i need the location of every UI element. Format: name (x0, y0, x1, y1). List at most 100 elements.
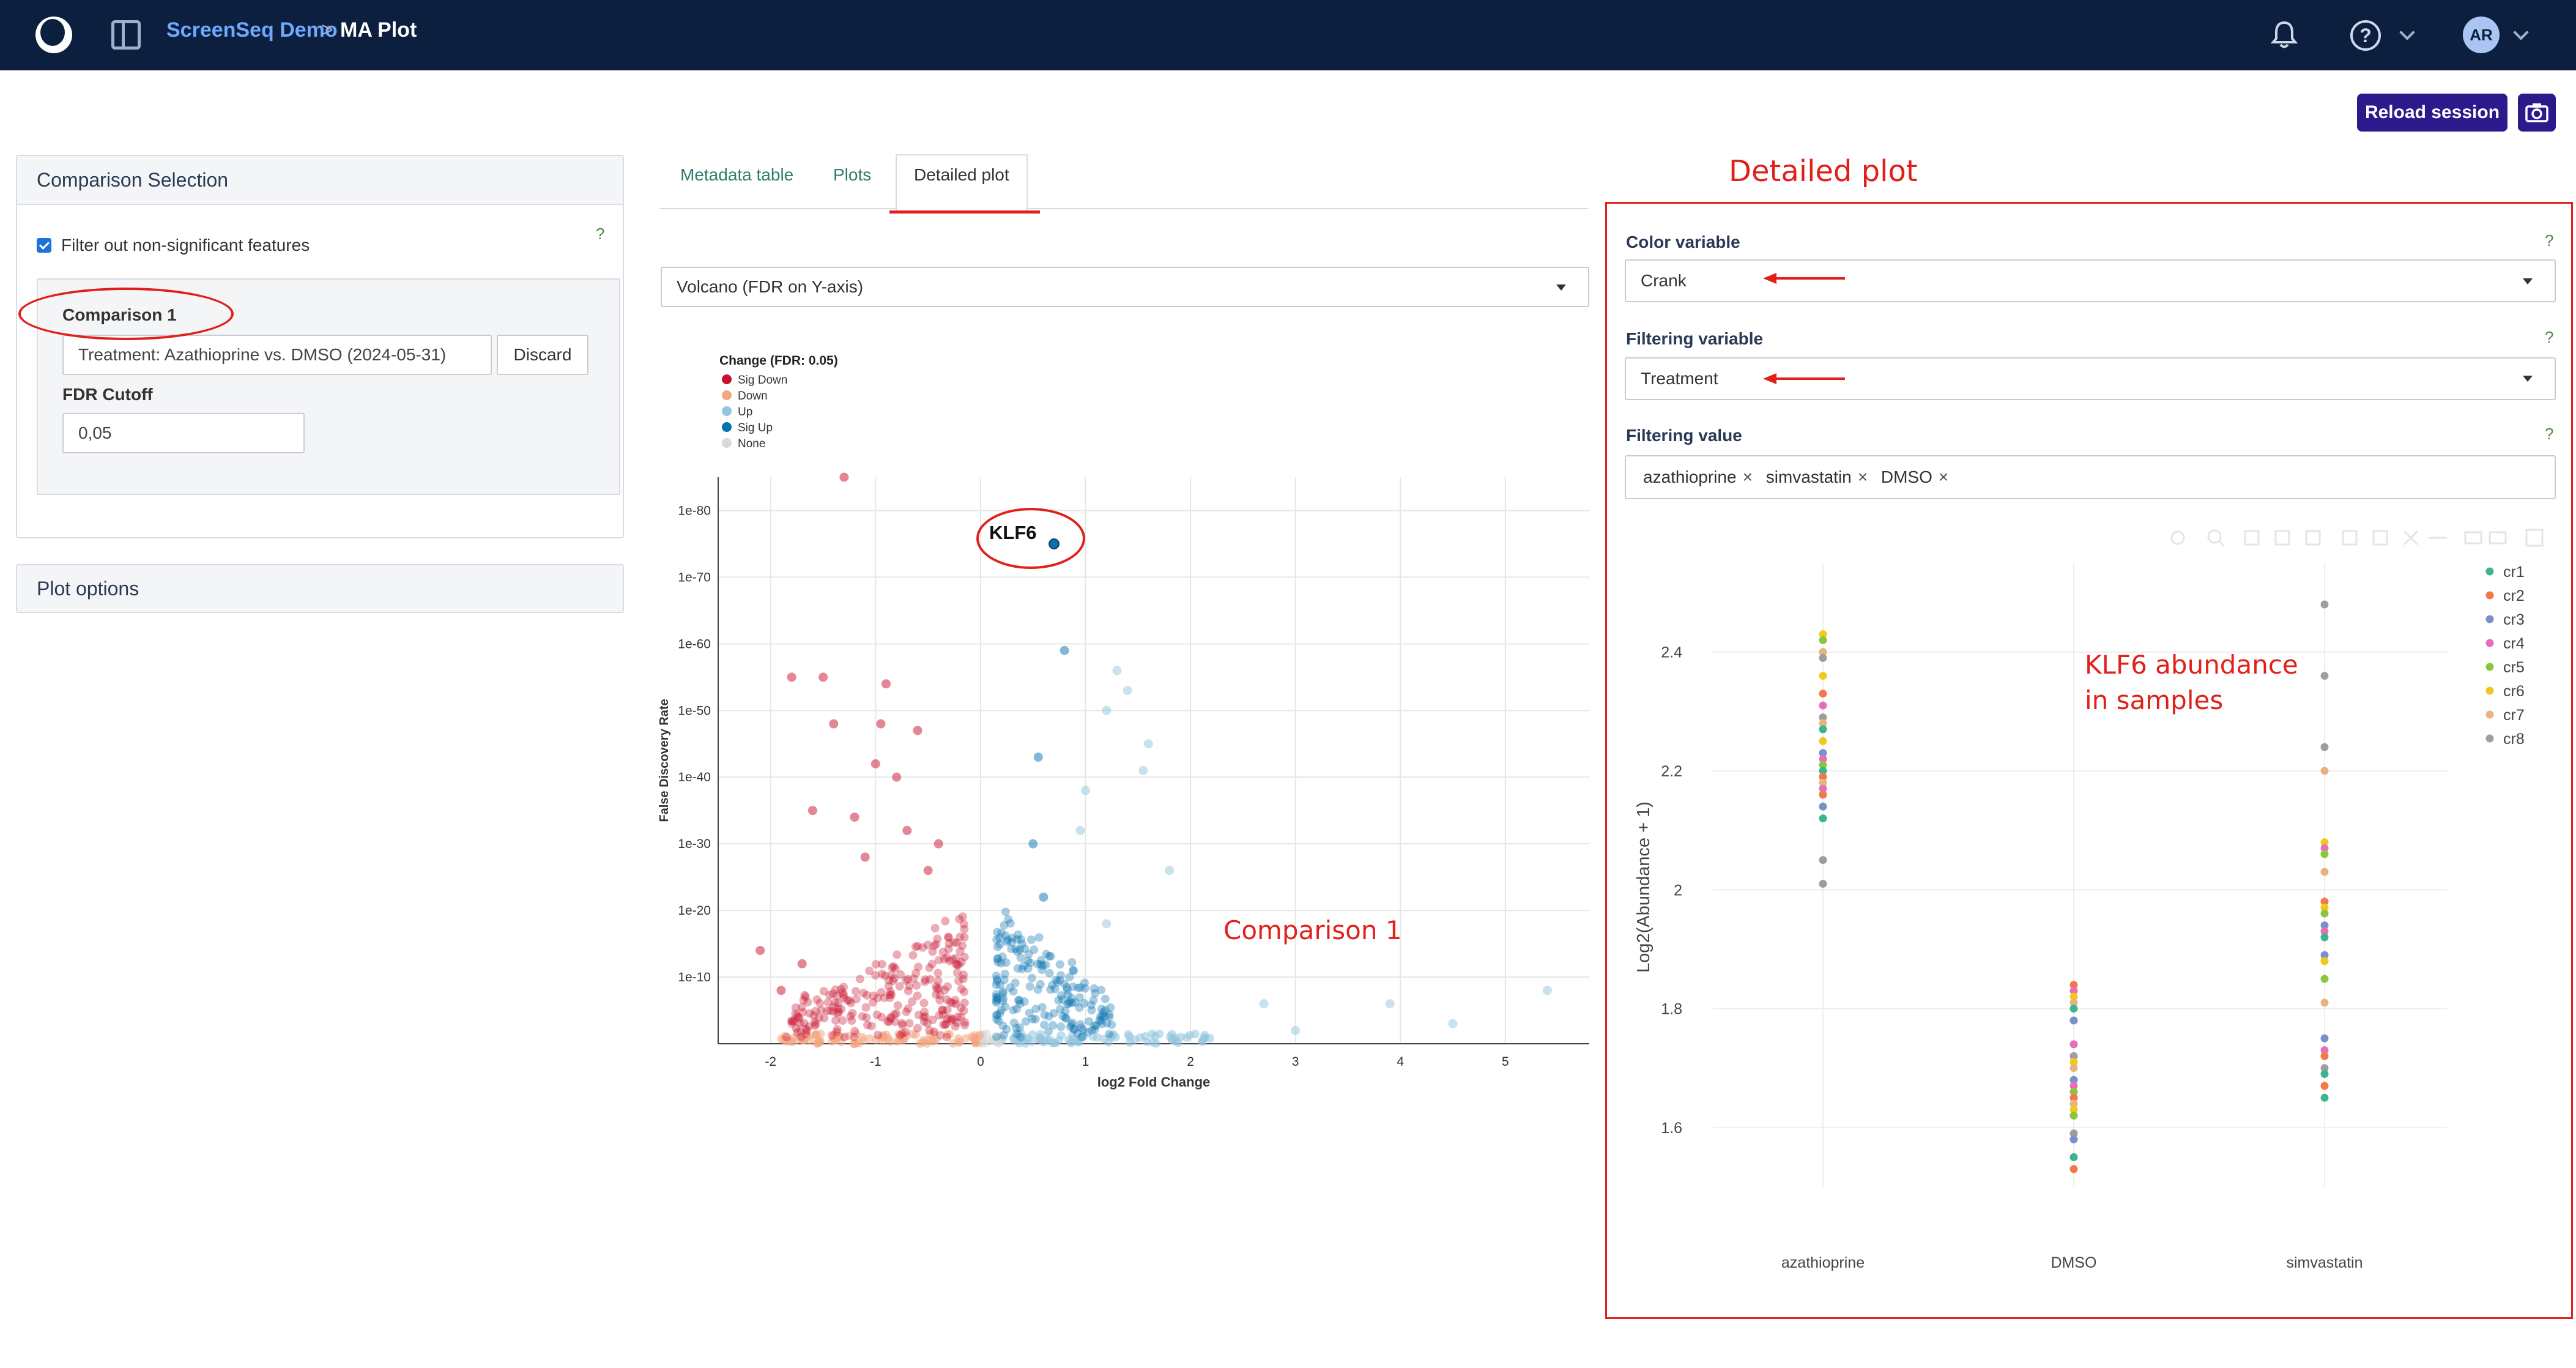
x-tick-label: -2 (765, 1055, 776, 1069)
volcano-point (867, 1022, 876, 1031)
remove-simvastatin-icon[interactable]: × (1857, 467, 1868, 486)
abundance-point (2069, 1093, 2078, 1102)
volcano-point (893, 1001, 902, 1010)
user-chevron-down-icon[interactable] (2513, 24, 2529, 40)
breadcrumb-app-link[interactable]: ScreenSeq Demo (166, 18, 338, 42)
volcano-point (1067, 957, 1077, 967)
volcano-point (952, 960, 961, 969)
volcano-point (818, 672, 828, 682)
volcano-point (939, 1020, 948, 1029)
volcano-point (928, 1015, 937, 1024)
volcano-point (925, 963, 934, 972)
abundance-point (2320, 1046, 2329, 1055)
legend-label: Up (738, 406, 752, 418)
filtering-variable-help-icon[interactable]: ? (2545, 328, 2554, 346)
volcano-point (1095, 1016, 1104, 1025)
volcano-point (797, 959, 807, 968)
color-variable-help-icon[interactable]: ? (2545, 231, 2554, 250)
x-axis-title: log2 Fold Change (1097, 1074, 1211, 1090)
legend-label: Sig Up (738, 422, 773, 434)
volcano-point (877, 959, 886, 968)
volcano-point (898, 1029, 907, 1038)
filtering-value-multiselect[interactable]: azathioprine × simvastatin × DMSO × (1625, 455, 2556, 499)
comparison-1-select[interactable]: Treatment: Azathioprine vs. DMSO (2024-0… (62, 335, 492, 375)
volcano-point (1018, 964, 1027, 973)
volcano-point (1044, 1012, 1053, 1021)
abundance-point (2069, 1064, 2078, 1072)
volcano-point (827, 1031, 836, 1040)
volcano-point (1036, 956, 1045, 965)
reload-session-button[interactable]: Reload session (2357, 94, 2507, 132)
volcano-point (1062, 1014, 1071, 1023)
help-chevron-down-icon[interactable] (2399, 24, 2415, 40)
volcano-point (1152, 1039, 1161, 1048)
tab-plots[interactable]: Plots (833, 165, 872, 184)
filtering-variable-arrow (1763, 373, 1845, 384)
volcano-plot[interactable]: -2 -1 0 1 2 3 4 5 1e-10 1e-20 1e-30 1e-40 1e-50 1e-60… (655, 343, 1597, 1095)
user-avatar[interactable]: AR (2463, 17, 2500, 53)
abundance-point (1819, 802, 1827, 811)
plot-type-select[interactable]: Volcano (FDR on Y-axis) (661, 267, 1589, 307)
volcano-point (934, 956, 943, 965)
notification-bell-icon[interactable] (2271, 20, 2298, 50)
volcano-point (1063, 990, 1072, 999)
abundance-point (2069, 1040, 2078, 1049)
volcano-point (944, 945, 953, 954)
color-variable-select[interactable]: Crank (1625, 259, 2556, 302)
plot-modebar[interactable] (2166, 527, 2551, 548)
tab-detailed-plot[interactable]: Detailed plot (914, 165, 1009, 184)
volcano-point (800, 991, 809, 1000)
filter-help-icon[interactable]: ? (596, 225, 605, 243)
remove-dmso-icon[interactable]: × (1938, 467, 1949, 486)
fdr-cutoff-input[interactable]: 0,05 (62, 413, 305, 453)
discard-button[interactable]: Discard (497, 335, 588, 375)
abundance-point (2069, 986, 2078, 995)
volcano-point (938, 1006, 948, 1015)
screenshot-button[interactable] (2518, 94, 2556, 132)
legend-label: cr4 (2503, 635, 2525, 652)
tab-metadata-table[interactable]: Metadata table (680, 165, 794, 184)
app-logo-icon[interactable] (35, 17, 72, 53)
sidebar-toggle-icon[interactable] (111, 20, 141, 50)
volcano-point (829, 719, 839, 729)
volcano-point (1063, 1000, 1072, 1009)
volcano-point (905, 1019, 914, 1028)
volcano-point (951, 999, 960, 1008)
volcano-point (1007, 937, 1016, 946)
legend-label: cr1 (2503, 563, 2525, 581)
volcano-point (1100, 1012, 1109, 1021)
abundance-point (2320, 1034, 2329, 1043)
legend-swatch (722, 438, 732, 448)
volcano-point (1025, 982, 1034, 991)
volcano-point (811, 1019, 820, 1028)
volcano-point (838, 1016, 847, 1025)
volcano-point (885, 993, 894, 1002)
help-icon[interactable]: ? (2350, 20, 2381, 51)
volcano-point (992, 980, 1001, 989)
volcano-point (958, 941, 967, 950)
volcano-point (913, 962, 922, 972)
volcano-point (1097, 1019, 1107, 1028)
plot-options-panel[interactable]: Plot options (16, 564, 624, 613)
volcano-point (1076, 983, 1085, 992)
volcano-point (908, 997, 917, 1006)
filter-nonsignificant-checkbox[interactable] (37, 238, 51, 253)
filtering-value-help-icon[interactable]: ? (2545, 425, 2554, 443)
volcano-point (992, 975, 1001, 984)
volcano-point (912, 981, 921, 990)
volcano-point (1015, 996, 1024, 1005)
klf6-abundance-plot[interactable]: 1.6 1.8 2 2.2 2.4 azathioprine DMSO simvastatin… (1627, 551, 2557, 1285)
volcano-point (880, 971, 889, 980)
volcano-point (1015, 1023, 1024, 1032)
volcano-point (921, 975, 930, 984)
volcano-point (1067, 1020, 1076, 1029)
volcano-point (776, 986, 786, 995)
volcano-point (995, 940, 1004, 949)
abundance-point (2320, 957, 2329, 965)
volcano-point (846, 1011, 855, 1020)
volcano-point (992, 935, 1001, 944)
volcano-point (913, 1024, 922, 1033)
abundance-point (2069, 1165, 2078, 1173)
volcano-point (811, 1030, 820, 1039)
remove-azathioprine-icon[interactable]: × (1742, 467, 1753, 486)
